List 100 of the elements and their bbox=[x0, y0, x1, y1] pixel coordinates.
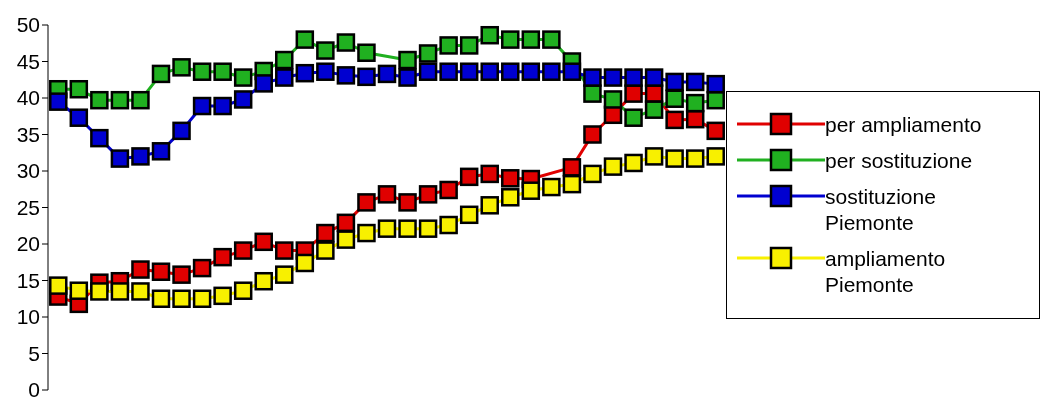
point bbox=[233, 90, 253, 109]
point bbox=[624, 68, 643, 87]
point bbox=[706, 90, 725, 110]
point bbox=[192, 96, 212, 116]
point bbox=[172, 265, 191, 284]
y-tick-label: 25 bbox=[16, 195, 40, 219]
point bbox=[418, 62, 438, 81]
point bbox=[583, 68, 602, 87]
point bbox=[275, 265, 294, 284]
point bbox=[90, 90, 109, 110]
point bbox=[151, 142, 171, 161]
point bbox=[172, 58, 191, 77]
point bbox=[418, 44, 438, 63]
point bbox=[706, 74, 725, 94]
point bbox=[151, 262, 171, 281]
point bbox=[521, 181, 541, 200]
point bbox=[295, 30, 315, 49]
point bbox=[254, 232, 273, 252]
point bbox=[254, 271, 273, 291]
point bbox=[624, 108, 643, 127]
point bbox=[192, 289, 212, 308]
point bbox=[603, 68, 623, 87]
point bbox=[439, 215, 458, 235]
point bbox=[213, 96, 232, 116]
point bbox=[665, 149, 684, 168]
point bbox=[69, 108, 89, 127]
point bbox=[233, 241, 253, 260]
y-tick-label: 30 bbox=[16, 159, 40, 183]
y-tick-label: 45 bbox=[16, 49, 40, 73]
point bbox=[398, 193, 417, 212]
legend-label: sostituzione Piemonte bbox=[825, 184, 937, 236]
point bbox=[49, 276, 68, 295]
y-tick-label: 5 bbox=[28, 341, 40, 365]
point bbox=[377, 64, 397, 84]
point bbox=[459, 36, 479, 55]
point bbox=[706, 121, 725, 141]
point bbox=[316, 41, 335, 60]
point bbox=[501, 30, 520, 49]
point bbox=[316, 241, 335, 260]
point bbox=[69, 79, 89, 99]
point bbox=[377, 185, 397, 204]
point bbox=[192, 62, 212, 81]
point bbox=[213, 247, 232, 267]
point bbox=[644, 68, 664, 87]
point bbox=[398, 68, 417, 87]
point bbox=[131, 260, 150, 279]
point bbox=[357, 223, 376, 243]
point bbox=[418, 219, 438, 238]
point bbox=[501, 169, 520, 188]
point bbox=[562, 174, 582, 194]
point bbox=[624, 153, 643, 173]
point bbox=[336, 66, 356, 85]
point bbox=[336, 230, 356, 249]
point bbox=[480, 196, 499, 215]
point bbox=[542, 62, 561, 81]
point bbox=[172, 121, 191, 141]
y-tick-label: 15 bbox=[16, 268, 40, 292]
point bbox=[110, 90, 130, 110]
y-tick-label: 35 bbox=[16, 122, 40, 146]
point bbox=[603, 90, 623, 109]
point bbox=[480, 25, 499, 45]
point bbox=[644, 147, 664, 166]
point bbox=[521, 62, 541, 81]
point bbox=[685, 72, 705, 92]
y-tick-label: 10 bbox=[16, 305, 40, 329]
legend-label: per sostituzione bbox=[825, 148, 974, 174]
point bbox=[275, 241, 294, 260]
y-tick-label: 50 bbox=[16, 13, 40, 37]
point bbox=[151, 289, 171, 308]
point bbox=[295, 63, 315, 83]
point bbox=[377, 219, 397, 238]
point bbox=[69, 281, 89, 300]
point bbox=[706, 147, 725, 166]
point bbox=[275, 68, 294, 87]
legend-label: ampliamento Piemonte bbox=[825, 246, 947, 298]
point bbox=[501, 188, 520, 207]
point bbox=[131, 282, 150, 301]
point bbox=[213, 62, 232, 81]
point bbox=[357, 193, 376, 212]
point bbox=[275, 50, 294, 70]
point bbox=[131, 90, 150, 110]
point bbox=[480, 164, 499, 184]
point bbox=[254, 74, 273, 93]
point bbox=[233, 281, 253, 300]
point bbox=[583, 125, 602, 144]
point bbox=[665, 110, 684, 130]
point bbox=[583, 84, 602, 103]
point bbox=[542, 30, 561, 49]
point bbox=[624, 84, 643, 103]
point bbox=[644, 100, 664, 119]
point bbox=[316, 62, 335, 81]
point bbox=[49, 92, 68, 111]
point bbox=[459, 167, 479, 187]
point bbox=[192, 258, 212, 278]
point bbox=[131, 147, 150, 166]
point bbox=[521, 30, 541, 49]
point bbox=[685, 93, 705, 113]
point bbox=[418, 185, 438, 204]
point bbox=[562, 62, 582, 81]
point bbox=[459, 62, 479, 81]
